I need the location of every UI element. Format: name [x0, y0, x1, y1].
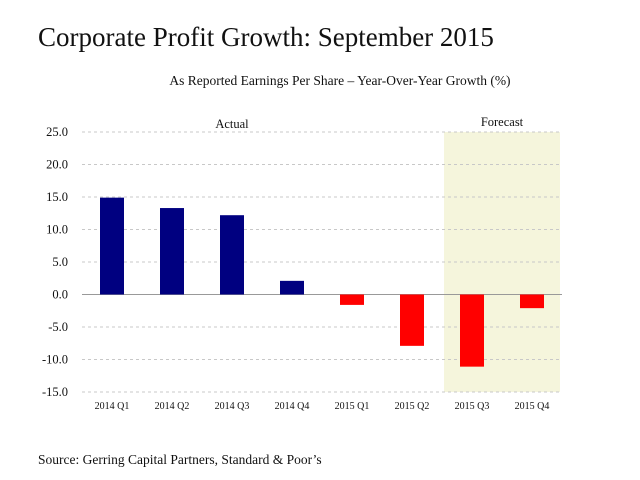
bar-2015-q1 [340, 294, 364, 305]
source-note: Source: Gerring Capital Partners, Standa… [38, 452, 322, 467]
y-tick-label: 5.0 [52, 255, 68, 269]
x-tick-label: 2014 Q1 [95, 401, 130, 412]
region-labels: Actual Forecast [215, 115, 523, 131]
x-axis-ticks: 2014 Q1 2014 Q2 2014 Q3 2014 Q4 2015 Q1 2015 … [95, 401, 550, 412]
bar-2014-q2 [160, 208, 184, 295]
x-tick-label: 2015 Q4 [515, 401, 550, 412]
x-tick-label: 2014 Q2 [155, 401, 190, 412]
region-label-actual: Actual [215, 117, 249, 131]
x-tick-label: 2014 Q4 [275, 401, 310, 412]
chart-title: Corporate Profit Growth: September 2015 [38, 22, 494, 52]
y-tick-label: -5.0 [48, 320, 68, 334]
y-tick-label: 0.0 [52, 288, 68, 302]
bar-2014-q4 [280, 280, 304, 295]
x-tick-label: 2015 Q3 [455, 401, 490, 412]
x-tick-label: 2015 Q2 [395, 401, 430, 412]
bar-2015-q2 [400, 294, 424, 346]
region-label-forecast: Forecast [481, 115, 524, 129]
y-tick-label: -15.0 [42, 385, 68, 399]
bar-2014-q1 [100, 197, 124, 295]
y-tick-label: 10.0 [46, 223, 68, 237]
bar-2015-q3 [460, 294, 484, 367]
y-tick-label: 15.0 [46, 190, 68, 204]
bar-2014-q3 [220, 215, 244, 295]
y-axis-ticks: -15.0 -10.0 -5.0 0.0 5.0 10.0 15.0 20.0 25.0 [42, 125, 68, 399]
bar-2015-q4 [520, 294, 544, 309]
y-tick-label: 25.0 [46, 125, 68, 139]
y-tick-label: -10.0 [42, 353, 68, 367]
bars [100, 197, 544, 367]
x-tick-label: 2014 Q3 [215, 401, 250, 412]
chart-subtitle: As Reported Earnings Per Share – Year-Ov… [169, 73, 511, 88]
x-tick-label: 2015 Q1 [335, 401, 370, 412]
y-tick-label: 20.0 [46, 158, 68, 172]
